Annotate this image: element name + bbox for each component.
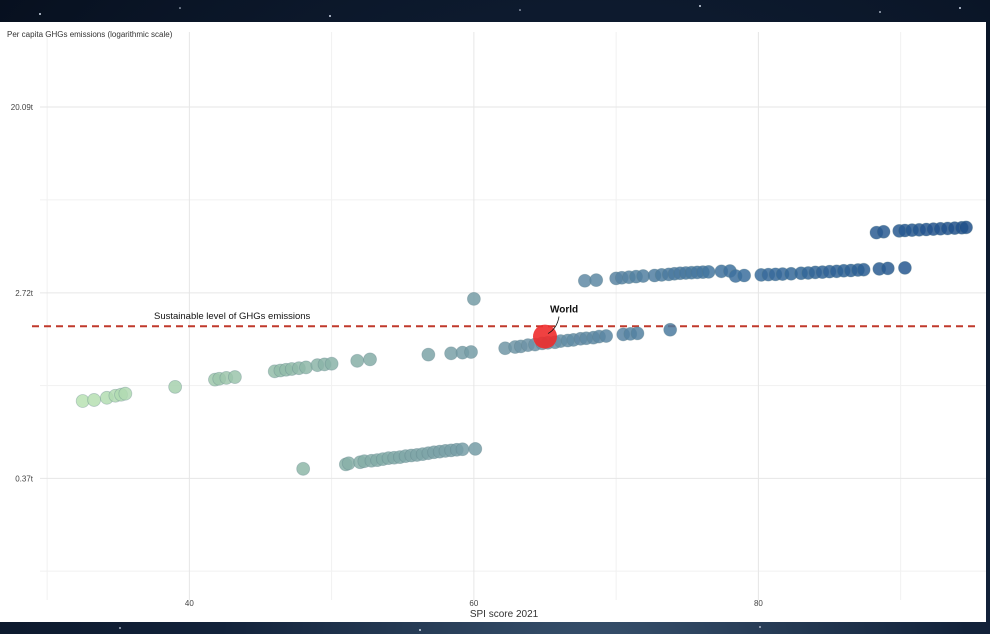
data-point-107 (880, 261, 895, 276)
data-point-5 (118, 386, 133, 401)
data-point-20 (350, 353, 365, 368)
data-point-0 (75, 394, 90, 408)
data-point-49 (464, 345, 478, 359)
world-label: World (550, 305, 578, 316)
data-point-121 (959, 220, 973, 235)
data-point-46 (421, 347, 436, 362)
chart-panel: 0.37t 2.72t 20.09t 40 60 80 Sustainable leve… (0, 22, 986, 622)
y-tick-label-1: 2.72t (15, 289, 34, 298)
data-point-86 (701, 264, 716, 279)
y-axis-ticks: 0.37t 2.72t 20.09t (11, 103, 34, 483)
data-point-105 (856, 262, 871, 277)
x-tick-label-0: 40 (185, 599, 194, 608)
data-point-110 (876, 224, 891, 239)
data-point-6 (168, 379, 183, 394)
data-point-108 (898, 260, 912, 275)
scatter-chart: 0.37t 2.72t 20.09t 40 60 80 Sustainable leve… (7, 30, 986, 620)
data-point-1 (87, 393, 101, 407)
data-point-90 (737, 268, 752, 283)
data-point-24 (341, 456, 356, 471)
data-point-19 (324, 356, 339, 371)
data-point-16 (299, 360, 313, 375)
data-point-71 (589, 273, 604, 288)
data-point-44 (468, 441, 483, 456)
x-tick-label-1: 60 (469, 599, 478, 608)
x-tick-label-2: 80 (754, 599, 763, 608)
threshold-label: Sustainable level of GHGs emissions (154, 311, 311, 322)
data-point-45 (466, 291, 481, 306)
data-point-10 (227, 370, 242, 384)
data-point-65 (599, 329, 614, 343)
x-axis-ticks: 40 60 80 (185, 599, 763, 608)
data-points (75, 220, 973, 476)
x-axis-title: SPI score 2021 (470, 609, 539, 620)
world-leader-line (547, 316, 560, 334)
data-point-21 (363, 352, 377, 367)
data-point-68 (630, 326, 645, 341)
y-axis-title: Per capita GHGs emissions (logarithmic s… (7, 30, 173, 39)
data-point-69 (663, 322, 678, 337)
y-tick-label-2: 20.09t (11, 103, 34, 112)
world-point (533, 324, 558, 349)
y-tick-label-0: 0.37t (15, 474, 34, 483)
data-point-43 (455, 442, 470, 457)
gridlines (40, 32, 986, 600)
data-point-22 (296, 461, 311, 476)
